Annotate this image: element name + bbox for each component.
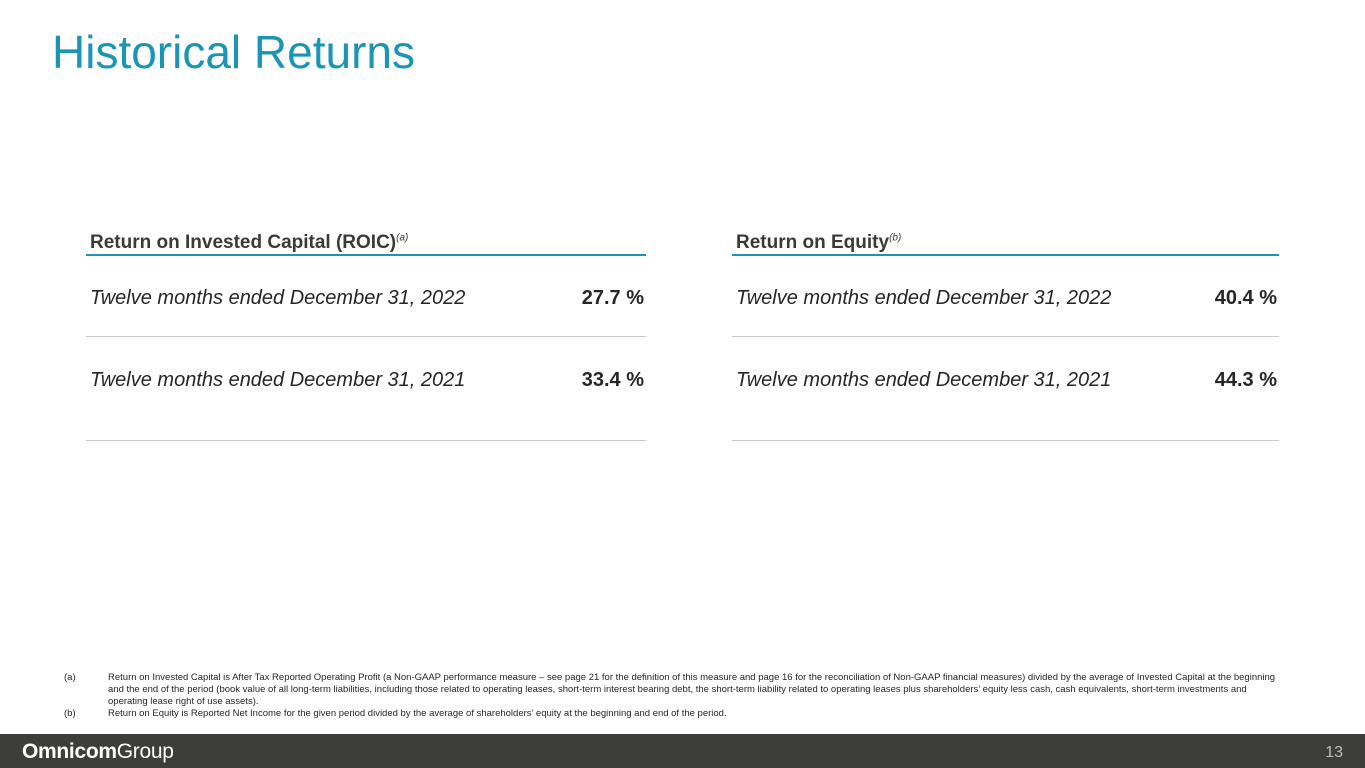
roic-heading: Return on Invested Capital (ROIC) [90,232,397,253]
page-number: 13 [1325,744,1343,761]
footnote-mark: (b) [64,708,76,719]
roic-panel: Return on Invested Capital (ROIC)(a) Twe… [86,228,646,441]
roe-heading: Return on Equity [736,232,890,253]
roe-value: 40.4 % [1214,287,1277,309]
roe-period-label: Twelve months ended December 31, 2021 [736,369,1112,391]
roic-value: 33.4 % [581,369,644,391]
logo-bold-text: Omnicom [22,740,117,763]
roe-row-2021: Twelve months ended December 31, 2021 44… [732,337,1279,441]
roe-period-label: Twelve months ended December 31, 2022 [736,287,1112,309]
roic-period-label: Twelve months ended December 31, 2022 [90,287,466,309]
roic-period-label: Twelve months ended December 31, 2021 [90,369,466,391]
footnote-text: Return on Equity is Reported Net Income … [108,708,727,719]
footnote-text: Return on Invested Capital is After Tax … [108,672,1276,707]
footnote-b: (b) Return on Equity is Reported Net Inc… [64,708,1279,720]
logo-light-text: Group [116,740,174,763]
roic-row-2021: Twelve months ended December 31, 2021 33… [86,337,646,441]
roic-footnote-mark: (a) [396,232,409,244]
roic-panel-header: Return on Invested Capital (ROIC)(a) [86,228,646,256]
roe-panel: Return on Equity(b) Twelve months ended … [732,228,1279,441]
roic-heading-wrap: Return on Invested Capital (ROIC)(a) [90,228,408,258]
footnotes: (a) Return on Invested Capital is After … [64,672,1279,720]
roic-row-2022: Twelve months ended December 31, 2022 27… [86,256,646,337]
roic-value: 27.7 % [581,287,644,309]
roe-panel-header: Return on Equity(b) [732,228,1279,256]
footnote-mark: (a) [64,672,76,683]
roe-footnote-mark: (b) [889,232,902,244]
footnote-a: (a) Return on Invested Capital is After … [64,672,1279,708]
footer-bar: OmnicomGroup 13 [0,734,1365,768]
page-title: Historical Returns [52,26,415,78]
roe-value: 44.3 % [1214,369,1277,391]
roe-heading-wrap: Return on Equity(b) [736,228,901,258]
omnicom-group-logo: OmnicomGroup [22,740,174,764]
roe-row-2022: Twelve months ended December 31, 2022 40… [732,256,1279,337]
